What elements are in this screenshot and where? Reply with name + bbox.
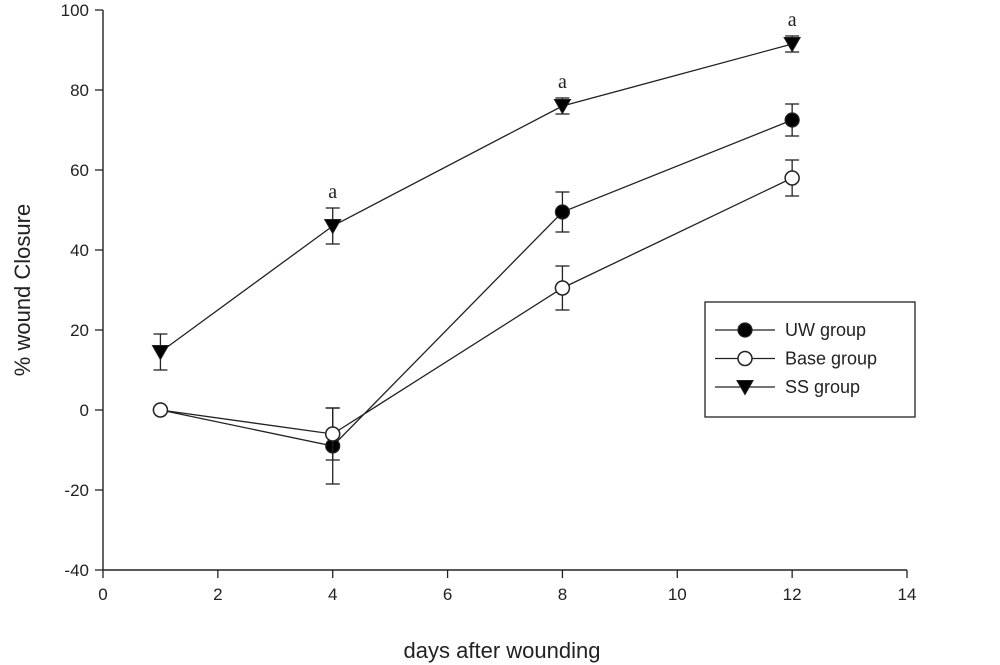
x-axis-ticks: 0 2 4 6 8 10 12 14 xyxy=(98,570,916,604)
data-point xyxy=(151,345,170,361)
annotations: a a a xyxy=(328,9,796,203)
data-point xyxy=(553,99,572,115)
y-axis-ticks: -40 -20 0 20 40 60 80 100 xyxy=(61,1,103,580)
y-axis-title: % wound Closure xyxy=(10,204,35,376)
x-tick-label: 14 xyxy=(898,585,917,604)
legend-label: UW group xyxy=(785,320,866,340)
x-tick-label: 12 xyxy=(783,585,802,604)
x-tick-label: 4 xyxy=(328,585,337,604)
legend-label: Base group xyxy=(785,349,877,369)
y-tick-label: 80 xyxy=(70,81,89,100)
annotation-label: a xyxy=(788,9,797,31)
y-tick-label: 20 xyxy=(70,321,89,340)
y-tick-label: 0 xyxy=(80,401,89,420)
series-ss-group xyxy=(151,35,802,371)
data-point xyxy=(152,402,169,418)
data-point xyxy=(784,170,800,186)
y-tick-label: -40 xyxy=(64,561,89,580)
axes xyxy=(102,10,907,571)
x-tick-label: 0 xyxy=(98,585,107,604)
data-point xyxy=(784,112,800,128)
legend-marker xyxy=(737,350,753,367)
x-tick-label: 10 xyxy=(668,585,687,604)
legend-marker xyxy=(737,322,753,338)
x-tick-label: 2 xyxy=(213,585,222,604)
legend-item: UW group xyxy=(715,320,866,340)
legend-item: Base group xyxy=(715,349,877,369)
x-tick-label: 6 xyxy=(443,585,452,604)
x-tick-label: 8 xyxy=(558,585,567,604)
series-layer xyxy=(151,35,802,485)
data-point xyxy=(323,219,342,235)
y-tick-label: 40 xyxy=(70,241,89,260)
y-tick-label: 60 xyxy=(70,161,89,180)
y-tick-label: -20 xyxy=(64,481,89,500)
x-axis-title: days after wounding xyxy=(404,638,601,663)
data-point xyxy=(554,280,571,296)
series-line xyxy=(160,43,793,353)
legend: UW group Base group SS group xyxy=(704,301,916,418)
data-point xyxy=(554,204,571,220)
legend-item: SS group xyxy=(715,377,860,397)
series-base-group xyxy=(152,159,800,461)
data-point xyxy=(783,37,802,53)
annotation-label: a xyxy=(328,181,337,203)
series-uw-group xyxy=(152,103,800,485)
legend-label: SS group xyxy=(785,377,860,397)
data-point xyxy=(324,426,341,442)
legend-marker xyxy=(736,380,754,396)
y-tick-label: 100 xyxy=(61,1,89,20)
series-line xyxy=(160,177,793,435)
series-line xyxy=(160,119,793,447)
annotation-label: a xyxy=(558,71,567,93)
